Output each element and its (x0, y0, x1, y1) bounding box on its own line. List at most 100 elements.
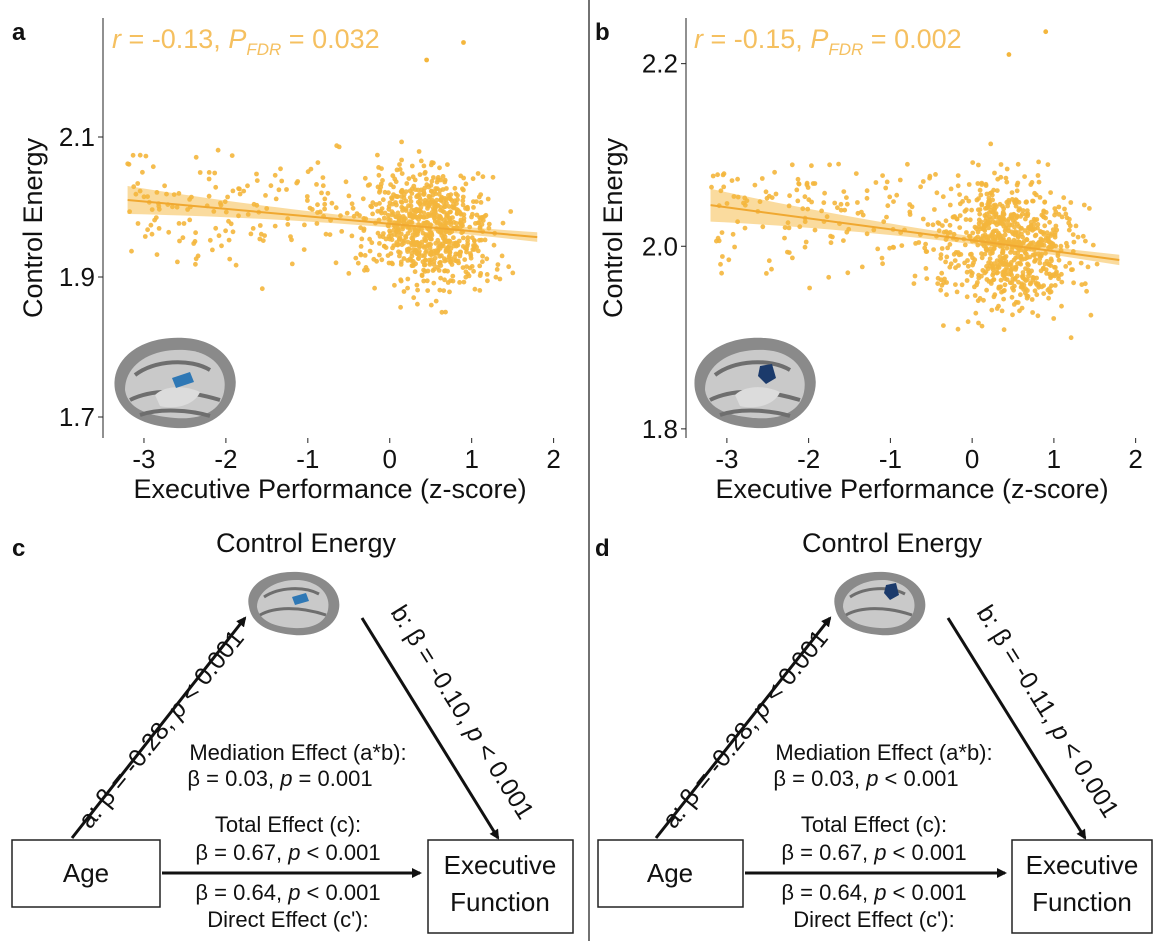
scatter-point (1067, 216, 1072, 222)
scatter-point (1009, 197, 1015, 202)
scatter-point (259, 286, 265, 292)
scatter-point (464, 264, 469, 269)
scatter-point (782, 225, 788, 231)
scatter-point (408, 199, 414, 204)
ef-label-2-d: Function (1032, 887, 1132, 917)
scatter-point (438, 275, 443, 281)
scatter-point (425, 288, 431, 293)
scatter-point (472, 286, 478, 292)
scatter-point (715, 172, 720, 178)
scatter-point (278, 166, 283, 172)
scatter-point (284, 187, 289, 192)
x-tick-label: 0 (965, 444, 979, 474)
direct-title-d: Direct Effect (c'): (793, 907, 955, 932)
scatter-point (978, 192, 984, 198)
scatter-point (133, 191, 139, 197)
scatter-point (1009, 190, 1015, 196)
x-tick-label: 0 (383, 444, 397, 474)
scatter-point (859, 209, 864, 215)
scatter-point (438, 259, 443, 265)
scatter-point (344, 210, 350, 216)
scatter-point (864, 188, 870, 194)
scatter-point (997, 214, 1002, 220)
scatter-point (1000, 272, 1006, 278)
scatter-point (457, 209, 462, 215)
scatter-point (248, 231, 254, 237)
ef-label-1-c: Executive (444, 850, 557, 880)
scatter-point (957, 192, 962, 198)
scatter-point (442, 179, 448, 185)
scatter-point (447, 289, 452, 295)
scatter-point (319, 190, 324, 196)
scatter-point (1052, 273, 1057, 279)
scatter-point (429, 188, 434, 194)
scatter-point (794, 187, 800, 193)
scatter-point (510, 270, 516, 276)
scatter-point (970, 230, 976, 236)
scatter-point (346, 193, 352, 199)
scatter-point (769, 266, 774, 272)
scatter-point (460, 194, 466, 200)
scatter-point (1084, 288, 1089, 294)
scatter-point (991, 277, 996, 282)
scatter-point (377, 252, 382, 258)
scatter-point (1004, 245, 1010, 251)
scatter-point (945, 245, 950, 251)
scatter-point (871, 227, 877, 233)
scatter-point (1012, 250, 1018, 256)
scatter-point (471, 268, 476, 274)
scatter-point (1020, 270, 1026, 275)
scatter-point (1053, 223, 1059, 229)
scatter-point (470, 211, 475, 217)
scatter-point (1013, 215, 1019, 221)
scatter-point (982, 232, 988, 238)
scatter-point (477, 263, 483, 269)
scatter-point (414, 282, 420, 288)
scatter-point (936, 228, 942, 234)
scatter-point (386, 190, 391, 196)
scatter-point (1006, 52, 1012, 57)
scatter-point (984, 264, 989, 269)
scatter-point (975, 181, 981, 186)
scatter-point (932, 207, 937, 212)
scatter-point (731, 194, 737, 199)
scatter-point (986, 260, 991, 266)
scatter-point (460, 235, 466, 241)
scatter-point (465, 241, 471, 247)
scatter-point (431, 280, 437, 286)
scatter-point (393, 214, 398, 220)
scatter-point (453, 220, 459, 226)
scatter-point (913, 241, 918, 246)
scatter-point (992, 170, 997, 176)
x-tick-label: 1 (1047, 444, 1061, 474)
scatter-point (944, 292, 949, 298)
scatter-point (1036, 179, 1042, 185)
scatter-point (971, 260, 976, 266)
scatter-point (431, 262, 437, 267)
scatter-point (333, 205, 339, 211)
scatter-point (807, 285, 812, 291)
scatter-point (431, 160, 436, 166)
scatter-point (973, 310, 979, 316)
scatter-point (997, 258, 1003, 264)
scatter-point (397, 167, 403, 172)
scatter-point (959, 282, 965, 288)
scatter-point (400, 238, 405, 244)
scatter-point (285, 222, 291, 227)
scatter-point (1051, 316, 1057, 321)
scatter-point (1049, 283, 1054, 289)
scatter-point (1047, 219, 1052, 225)
scatter-point (785, 249, 790, 255)
scatter-point (955, 173, 961, 179)
x-tick-label: -3 (132, 444, 155, 474)
scatter-point (994, 228, 999, 234)
scatter-point (462, 257, 468, 262)
ef-box-c (427, 839, 574, 934)
scatter-point (478, 200, 484, 205)
scatter-point (418, 158, 424, 164)
scatter-point (276, 187, 282, 193)
scatter-point (844, 201, 850, 207)
scatter-point (375, 230, 381, 236)
scatter-point (461, 279, 467, 285)
scatter-point (279, 178, 285, 184)
